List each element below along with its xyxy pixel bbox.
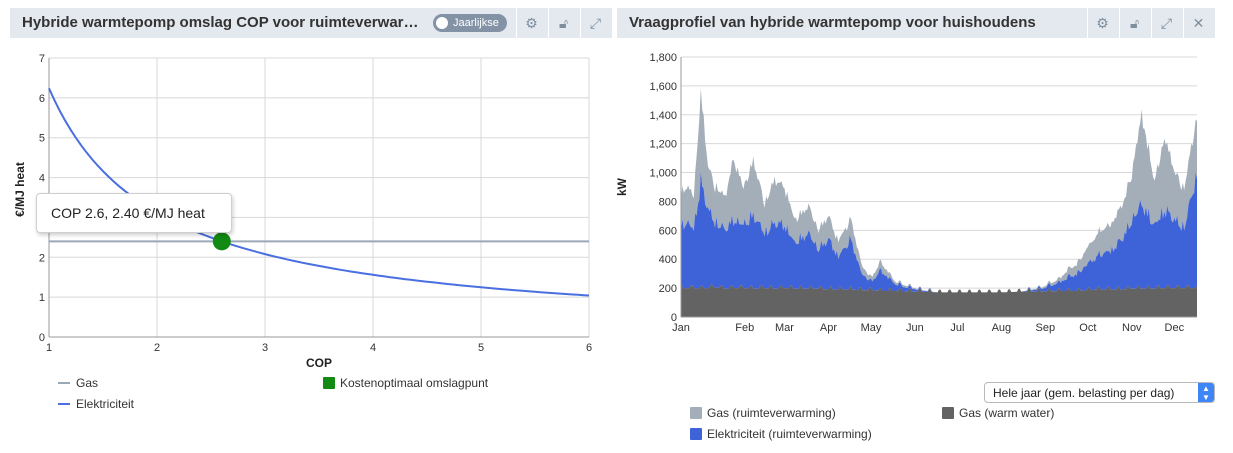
- x-tick-label: May: [861, 322, 882, 334]
- y-tick-label: 1,600: [649, 81, 677, 93]
- legend-gas-warm-water-label: Gas (warm water): [959, 406, 1055, 420]
- period-select-value: Hele jaar (gem. belasting per dag): [993, 386, 1175, 400]
- kostenoptimaal-point: [212, 232, 231, 251]
- legend-gas-swatch: [58, 382, 70, 384]
- x-tick-label: Sep: [1036, 322, 1056, 334]
- legend-gas-warm-water-swatch: [942, 407, 954, 419]
- y-tick-label: 1,000: [649, 168, 677, 180]
- legend-gas-label: Gas: [76, 376, 99, 390]
- legend-gas[interactable]: Gas: [58, 376, 98, 390]
- gas-warm-water-area: [681, 284, 1197, 317]
- y-tick-label: 5: [39, 133, 45, 145]
- chevron-updown-icon: ▲ ▼: [1198, 383, 1214, 402]
- y-tick-label: 2: [39, 252, 45, 264]
- x-tick-label: 6: [586, 342, 592, 354]
- x-tick-label: 2: [154, 342, 160, 354]
- legend-gas-ruimte-label: Gas (ruimteverwarming): [707, 406, 836, 420]
- cop-expand-button[interactable]: ⤢: [580, 8, 610, 38]
- chart-tooltip: COP 2.6, 2.40 €/MJ heat: [36, 193, 232, 233]
- legend-elektriciteit-ruimteverwarming[interactable]: Elektriciteit (ruimteverwarming): [690, 427, 872, 441]
- demand-chart: 0 200 400 600 800 1,000 1,200 1,400 1,600 1,800 Ja…: [615, 52, 1197, 334]
- x-tick-label: 5: [478, 342, 484, 354]
- x-tick-label: 1: [46, 342, 52, 354]
- y-tick-label: 1,800: [649, 52, 677, 64]
- demand-panel-header: Vraagprofiel van hybride warmtepomp voor…: [617, 8, 1215, 38]
- legend-elek-ruimte-swatch: [690, 428, 702, 440]
- demand-settings-button[interactable]: ⚙: [1087, 8, 1117, 38]
- x-tick-label: Feb: [735, 322, 754, 334]
- legend-elek-ruimte-label: Elektriciteit (ruimteverwarming): [707, 427, 872, 441]
- x-tick-label: Jul: [950, 322, 964, 334]
- y-tick-label: 1: [39, 292, 45, 304]
- y-axis-title: kW: [615, 177, 629, 196]
- demand-close-button[interactable]: ✕: [1183, 8, 1213, 38]
- y-tick-label: 4: [39, 173, 45, 185]
- y-tick-label: 1,400: [649, 110, 677, 122]
- expand-icon: ⤢: [589, 14, 602, 31]
- x-tick-label: Dec: [1165, 322, 1185, 334]
- cop-panel-header: Hybride warmtepomp omslag COP voor ruimt…: [10, 8, 612, 38]
- legend-kostenoptimaal[interactable]: Kostenoptimaal omslagpunt: [323, 376, 488, 390]
- unlock-icon: 🔓︎: [558, 14, 569, 31]
- y-tick-label: 7: [39, 53, 45, 65]
- x-tick-label: Mar: [775, 322, 794, 334]
- legend-kostenoptimaal-swatch: [323, 377, 335, 389]
- x-tick-label: Nov: [1122, 322, 1142, 334]
- x-tick-label: Apr: [820, 322, 837, 334]
- legend-gas-ruimte-swatch: [690, 407, 702, 419]
- gas-ruimteverwarming-area: [681, 88, 1197, 293]
- y-tick-label: 6: [39, 93, 45, 105]
- period-select[interactable]: Hele jaar (gem. belasting per dag) ▲ ▼: [984, 382, 1215, 403]
- demand-panel-title: Vraagprofiel van hybride warmtepomp voor…: [629, 14, 1036, 31]
- x-tick-label: Aug: [992, 322, 1012, 334]
- y-axis-title: €/MJ heat: [13, 162, 27, 217]
- legend-gas-ruimteverwarming[interactable]: Gas (ruimteverwarming): [690, 406, 836, 420]
- toggle-knob: [436, 17, 448, 29]
- legend-elektriciteit-swatch: [58, 403, 70, 405]
- y-tick-label: 800: [659, 196, 677, 208]
- x-tick-label: Jun: [906, 322, 924, 334]
- cop-settings-button[interactable]: ⚙: [516, 8, 546, 38]
- unlock-icon: 🔓︎: [1129, 14, 1140, 31]
- expand-icon: ⤢: [1160, 14, 1173, 31]
- demand-lock-button[interactable]: 🔓︎: [1119, 8, 1149, 38]
- cop-lock-button[interactable]: 🔓︎: [548, 8, 578, 38]
- legend-elektriciteit-label: Elektriciteit: [76, 397, 135, 411]
- settings-icon: ⚙: [1096, 14, 1109, 31]
- elektriciteit-series-line: [48, 87, 590, 297]
- legend-gas-warm-water[interactable]: Gas (warm water): [942, 406, 1054, 420]
- cop-chart: 01234567123456COP€/MJ heat: [13, 53, 592, 370]
- x-tick-label: 3: [262, 342, 268, 354]
- x-tick-label: 4: [370, 342, 376, 354]
- close-icon: ✕: [1192, 14, 1205, 31]
- y-tick-label: 1,200: [649, 139, 677, 151]
- y-tick-label: 0: [671, 312, 677, 324]
- yearly-toggle[interactable]: Jaarlijkse: [433, 14, 507, 32]
- y-tick-label: 200: [659, 283, 677, 295]
- settings-icon: ⚙: [525, 14, 538, 31]
- demand-expand-button[interactable]: ⤢: [1151, 8, 1181, 38]
- x-tick-label: Oct: [1079, 322, 1096, 334]
- yearly-toggle-label: Jaarlijkse: [453, 17, 499, 29]
- legend-elektriciteit[interactable]: Elektriciteit: [58, 397, 134, 411]
- elektriciteit-ruimteverwarming-area: [681, 171, 1197, 293]
- cop-panel-title: Hybride warmtepomp omslag COP voor ruimt…: [22, 14, 419, 31]
- y-tick-label: 0: [39, 332, 45, 344]
- y-tick-label: 600: [659, 225, 677, 237]
- legend-kostenoptimaal-label: Kostenoptimaal omslagpunt: [340, 376, 489, 390]
- x-axis-title: COP: [306, 356, 332, 370]
- tooltip-text: COP 2.6, 2.40 €/MJ heat: [51, 205, 205, 221]
- y-tick-label: 400: [659, 254, 677, 266]
- x-tick-label: Jan: [672, 322, 690, 334]
